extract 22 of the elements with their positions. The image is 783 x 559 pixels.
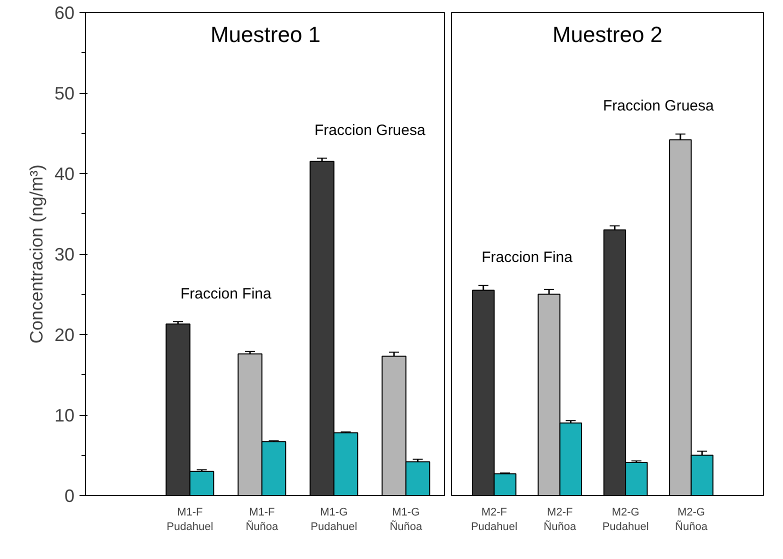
x-tick-label: M2-G Ñuñoa [675,506,708,533]
chart-title: Muestreo 1 [210,22,321,48]
y-axis-title: Concentracion (ng/m³) [26,164,46,344]
y-tick-label: 30 [54,244,75,264]
y-tick-label: 40 [54,164,75,184]
x-tick-label: M1-F Pudahuel [166,506,214,533]
annotation: Fraccion Gruesa [602,98,714,115]
x-tick-label: M1-G Ñuñoa [390,506,423,533]
x-tick-label: M2-F Ñuñoa [544,506,577,533]
chart-title: Muestreo 2 [552,22,663,48]
x-tick-label: M2-G Pudahuel [602,506,649,533]
x-tick-label: M1-F Ñuñoa [246,506,279,533]
x-tick-label: M2-F Pudahuel [470,506,518,533]
y-tick-label: 10 [54,406,75,426]
y-tick-label: 60 [54,3,75,23]
annotation: Fraccion Fina [180,285,272,302]
annotation: Fraccion Gruesa [314,122,426,139]
annotation: Fraccion Fina [482,249,574,266]
x-tick-label: M1-G Pudahuel [310,506,358,533]
y-tick-label: 0 [64,486,75,506]
y-tick-label: 20 [54,325,75,345]
y-tick-label: 50 [54,84,75,104]
